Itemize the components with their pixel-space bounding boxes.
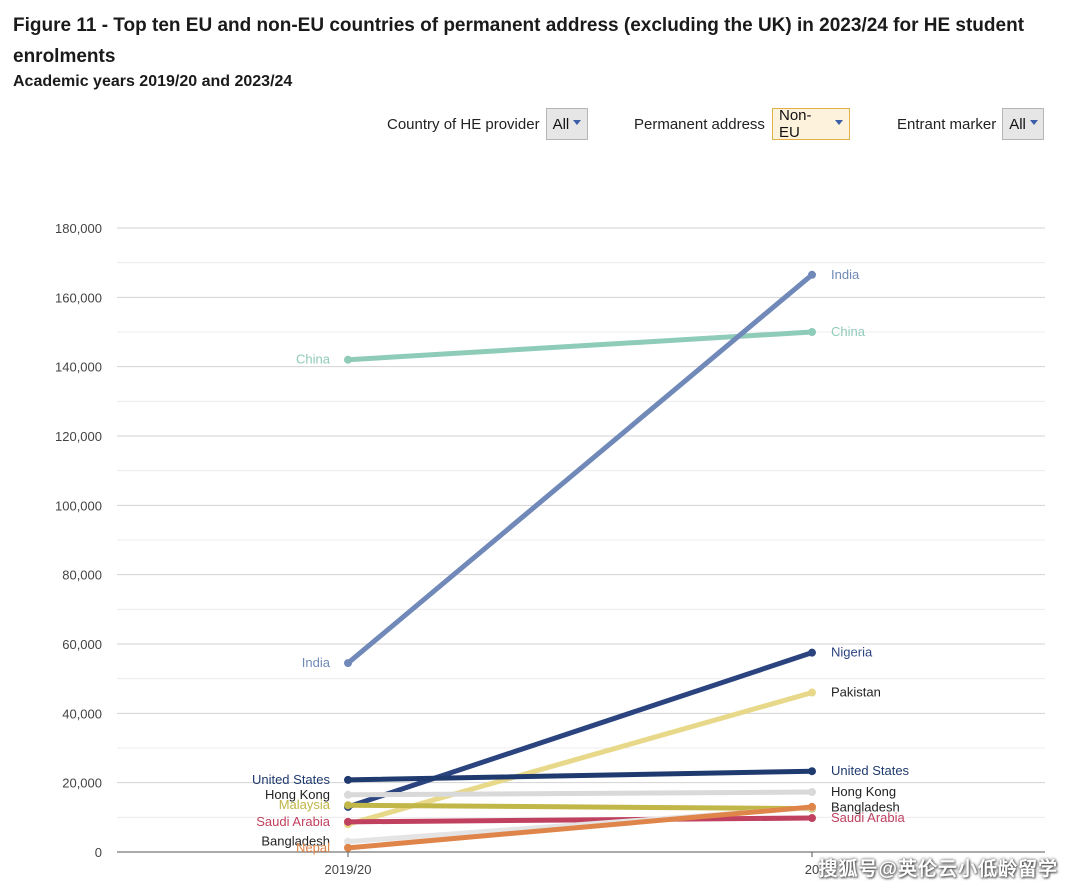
series-label: Bangladesh [831,800,900,815]
series-label: Pakistan [831,685,881,700]
series-label: India [831,267,860,282]
series-label: United States [252,772,331,787]
filter-label: Entrant marker [897,115,997,133]
series-label: Nigeria [831,645,873,660]
data-point [808,788,816,797]
data-point [344,775,352,784]
data-point [344,843,352,852]
series-label: Malaysia [279,797,331,812]
data-point [344,801,352,810]
chevron-down-icon [835,119,843,125]
filter-label: Permanent address [634,115,765,133]
chart-subtitle: Academic years 2019/20 and 2023/24 [13,73,293,90]
series-label: India [302,655,331,670]
data-point [808,814,816,823]
data-point [344,817,352,826]
permanent-address-select[interactable]: Non-EU [772,107,850,141]
x-tick-label: 20 [805,862,819,877]
y-tick-label: 180,000 [55,221,102,236]
chevron-down-icon [1029,119,1038,125]
y-tick-label: 140,000 [55,360,102,375]
series-line [345,802,815,812]
select-value: All [552,115,570,133]
series-line [345,690,815,827]
select-value: Non-EU [779,107,812,141]
data-point [344,837,352,846]
entrant-marker-select[interactable]: All [1002,108,1045,140]
y-tick-label: 120,000 [55,429,102,444]
series-line [345,815,815,825]
y-tick-label: 100,000 [55,498,102,513]
data-point [808,802,816,811]
data-point [808,767,816,776]
watermark: 搜狐号@英伦云小低龄留学 [818,859,1058,880]
country-of-he-provider-select[interactable]: All [545,108,588,140]
filter-country-of-he-provider: Country of HE provider All [387,107,588,141]
filter-label: Country of HE provider [387,115,540,133]
data-point [344,659,352,668]
filter-entrant-marker: Entrant marker All [897,107,1045,141]
series-label: China [831,324,866,339]
data-point [344,355,352,364]
series-line [345,650,815,810]
series-label: Hong Kong [831,784,896,799]
series-label: Hong Kong [265,787,330,802]
y-tick-label: 40,000 [62,706,102,721]
line-chart: 0 20,000 40,000 60,000 80,000 100,000 120,000 1… [55,221,1045,877]
y-tick-label: 80,000 [62,568,102,583]
series-line [345,789,815,798]
series-label: Bangladesh [261,834,330,849]
series-label: United States [831,763,910,778]
series-label: Saudi Arabia [256,814,330,829]
series-line [345,768,815,783]
data-point [808,270,816,279]
y-tick-label: 20,000 [62,776,102,791]
select-value: All [1009,115,1026,133]
series-label: China [296,352,331,367]
data-point [808,328,816,336]
data-point [808,648,816,657]
x-tick-label: 2019/20 [325,862,372,877]
series-label: Saudi Arabia [831,810,905,825]
y-tick-label: 160,000 [55,290,102,305]
filter-permanent-address: Permanent address Non-EU [634,107,850,141]
series-label: Nepal [296,840,330,855]
y-tick-label: 60,000 [62,637,102,652]
series-line [345,804,815,851]
y-tick-label: 0 [95,845,102,860]
chevron-down-icon [573,119,582,125]
series-line [345,272,815,666]
chart-title: Figure 11 - Top ten EU and non-EU countr… [13,15,1025,67]
data-point [808,688,816,697]
data-point [344,790,352,799]
